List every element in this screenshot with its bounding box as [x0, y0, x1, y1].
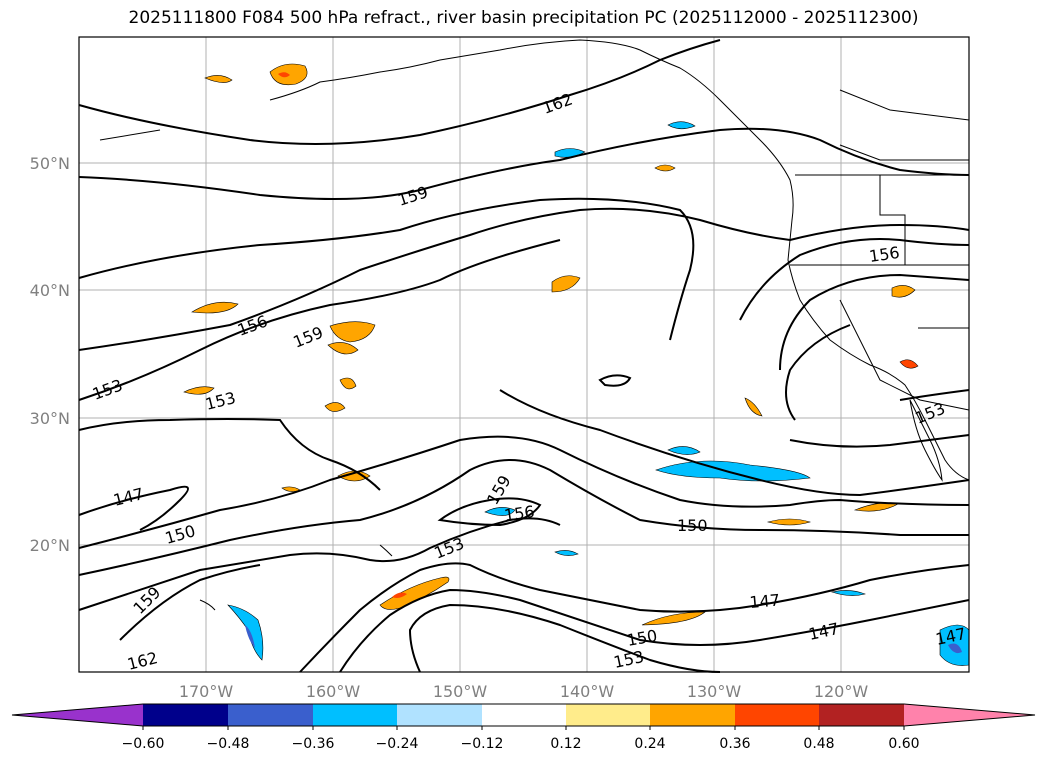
colorbar-segment [735, 704, 819, 726]
longitude-labels: 170°W 160°W 150°W 140°W 130°W 120°W [179, 682, 869, 701]
colorbar-tick-label: −0.60 [122, 736, 165, 752]
lat-label: 50°N [30, 154, 70, 173]
lat-label: 30°N [30, 409, 70, 428]
colorbar-segment [819, 704, 904, 726]
colorbar-tick-label: −0.48 [207, 736, 250, 752]
contour-label: 156 [503, 502, 536, 525]
colorbar-segment [228, 704, 313, 726]
colorbar-tick-label: 0.60 [888, 736, 919, 752]
lon-label: 120°W [814, 682, 869, 701]
colorbar-segment [313, 704, 397, 726]
graticule [79, 37, 969, 672]
colorbar-tick-label: 0.24 [634, 736, 665, 752]
latitude-labels: 50°N 40°N 30°N 20°N [30, 154, 70, 555]
lon-label: 160°W [306, 682, 361, 701]
colorbar-tick-label: 0.36 [719, 736, 750, 752]
lon-label: 140°W [560, 682, 615, 701]
colorbar-tick-label: 0.12 [550, 736, 581, 752]
colorbar-segment [650, 704, 735, 726]
colorbar-tick-label: 0.48 [803, 736, 834, 752]
colorbar-segment [397, 704, 482, 726]
contour-label: 156 [868, 243, 901, 266]
colorbar-segment [12, 704, 143, 726]
colorbar-tick-label: −0.12 [461, 736, 504, 752]
colorbar-segment [482, 704, 566, 726]
colorbar-segment [904, 704, 1035, 726]
coastlines [99, 39, 970, 611]
precip-shading [183, 63, 970, 666]
colorbar: −0.60 −0.48 −0.36 −0.24 −0.12 0.12 0.24 0.36 0.4… [11, 703, 1036, 752]
colorbar-segment [143, 704, 228, 726]
colorbar-tick-label: −0.36 [292, 736, 335, 752]
lat-label: 40°N [30, 281, 70, 300]
contour-label: 147 [749, 590, 781, 612]
map-frame [78, 36, 970, 673]
lat-label: 20°N [30, 536, 70, 555]
contour-label: 150 [677, 516, 708, 535]
colorbar-tick-label: −0.24 [376, 736, 419, 752]
lon-label: 170°W [179, 682, 234, 701]
refractivity-contours [78, 39, 970, 673]
lon-label: 150°W [433, 682, 488, 701]
lon-label: 130°W [687, 682, 742, 701]
map-title: 2025111800 F084 500 hPa refract., river … [128, 8, 919, 28]
colorbar-segment [566, 704, 650, 726]
